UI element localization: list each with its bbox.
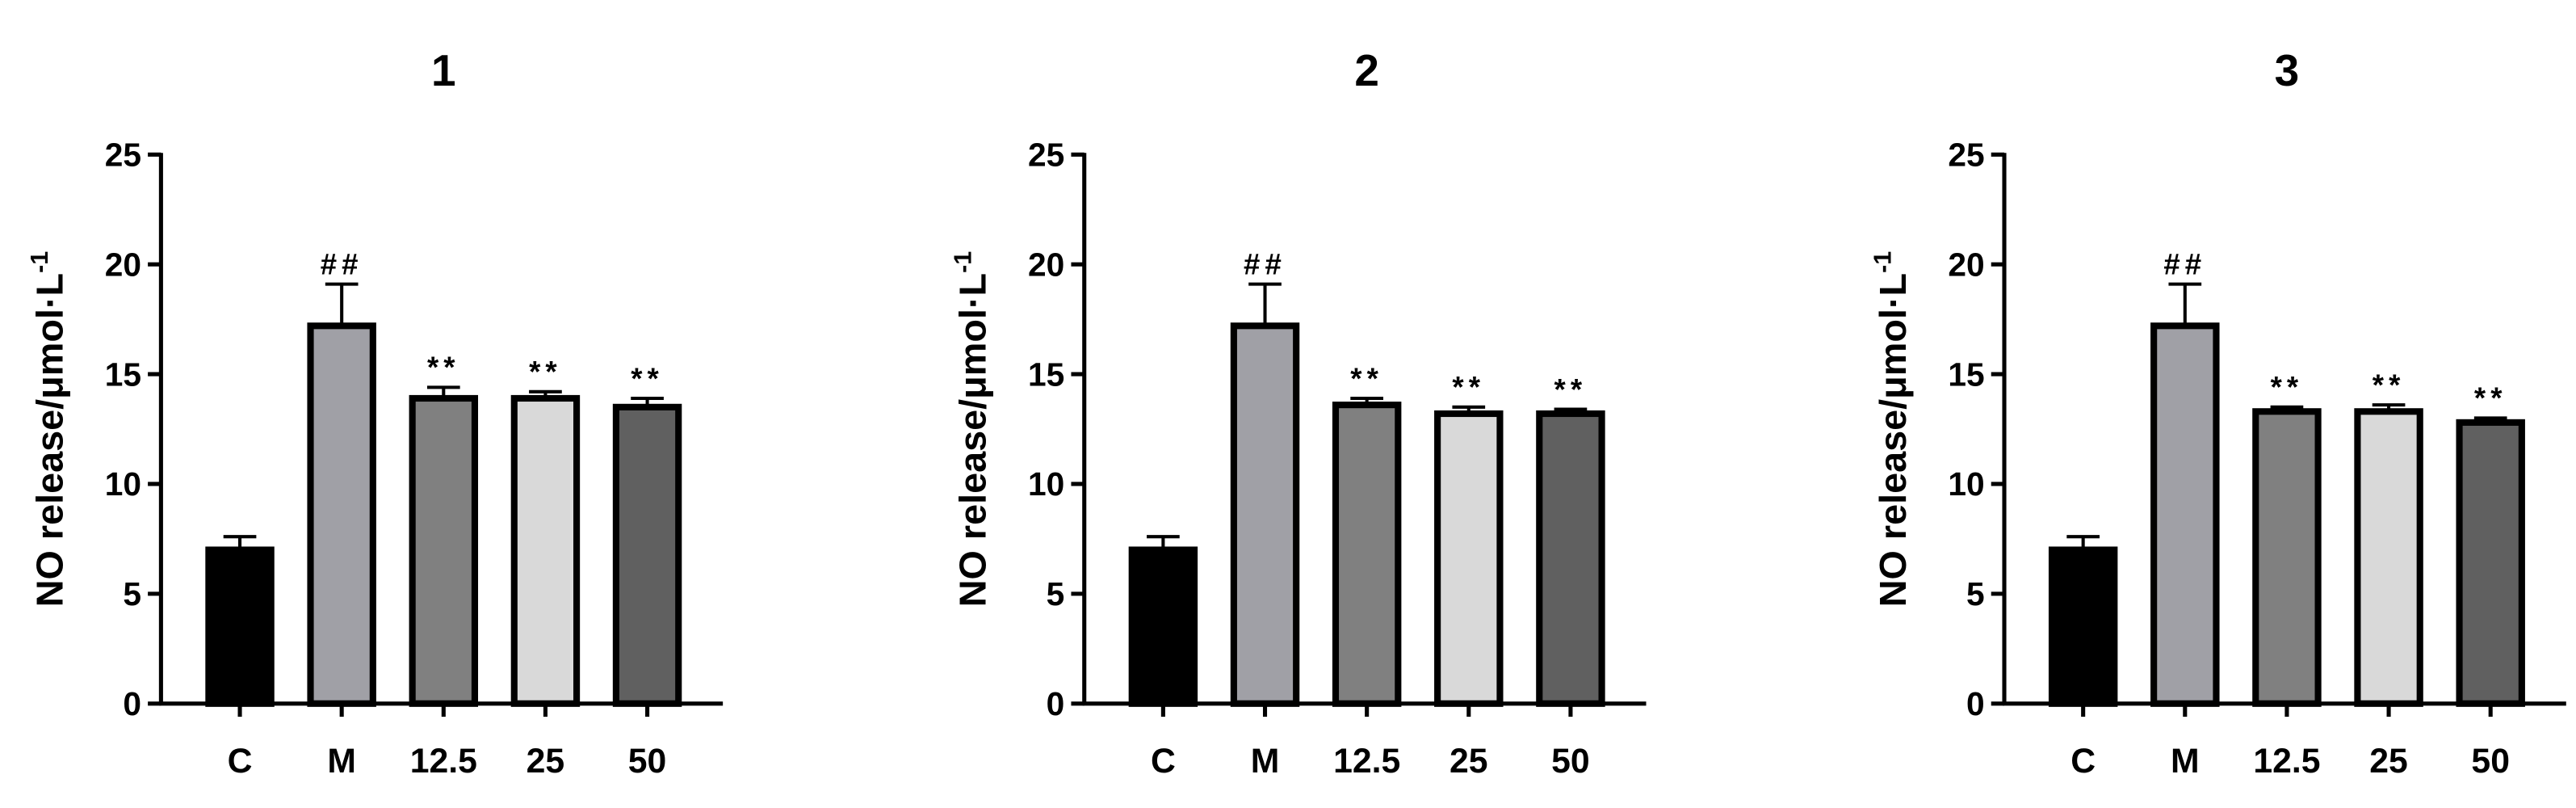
bar: [1128, 546, 1198, 707]
significance-mark: **: [1350, 362, 1383, 395]
chart-panel: 3 NO release/μmol·L-1 0 5 10 15 20 25 C M ## 12.5 **…: [1869, 45, 2566, 781]
y-tick-label: 5: [1966, 575, 1985, 612]
x-tick-label: C: [2070, 742, 2096, 781]
y-axis-label: NO release/μmol·L-1: [949, 251, 993, 608]
bar: [612, 403, 682, 707]
x-tick-label: 50: [628, 742, 667, 781]
significance-mark: **: [427, 351, 460, 384]
significance-mark: ##: [1244, 247, 1286, 280]
y-tick-label: 20: [1028, 246, 1064, 283]
y-tick-label: 0: [123, 685, 141, 722]
chart-title: 3: [2275, 45, 2300, 95]
x-tick-label: M: [2171, 742, 2200, 781]
y-tick-label: 0: [1966, 685, 1985, 722]
x-tick-label: C: [228, 742, 253, 781]
x-tick-label: 12.5: [2253, 742, 2320, 781]
y-tick-label: 15: [1028, 356, 1064, 393]
y-axis-label: NO release/μmol·L-1: [26, 251, 70, 608]
bar: [307, 322, 376, 707]
x-tick-label: 12.5: [410, 742, 477, 781]
y-tick-label: 20: [1948, 246, 1984, 283]
bar: [2456, 419, 2525, 707]
bar: [1536, 410, 1605, 707]
bar: [1332, 402, 1402, 707]
significance-mark: ##: [321, 247, 363, 280]
x-tick-label: C: [1151, 742, 1176, 781]
significance-mark: **: [2373, 368, 2406, 402]
x-tick-label: 25: [1450, 742, 1488, 781]
x-tick-label: M: [327, 742, 356, 781]
bar: [2252, 408, 2322, 707]
bar: [409, 394, 479, 707]
bar: [1434, 410, 1504, 707]
y-axis-label-text: NO release/μmol·L: [952, 273, 994, 607]
bar: [2150, 322, 2220, 707]
y-tick-label: 5: [1047, 575, 1065, 612]
y-tick-label: 10: [1028, 465, 1064, 503]
x-tick-label: 12.5: [1333, 742, 1400, 781]
significance-mark: ##: [2163, 247, 2206, 280]
y-axis-label-text: NO release/μmol·L: [28, 273, 70, 607]
chart-panel: 1 NO release/μmol·L-1 0 5 10 15 20 25 C M ## 12.5 **…: [26, 45, 724, 781]
y-axis-label-sup: -1: [26, 251, 53, 273]
x-tick-label: M: [1251, 742, 1280, 781]
bar: [2048, 546, 2118, 707]
bar: [1230, 322, 1300, 707]
significance-mark: **: [2474, 381, 2507, 415]
bar: [2354, 408, 2423, 707]
y-tick-label: 25: [1948, 137, 1984, 174]
significance-mark: **: [529, 356, 562, 389]
y-tick-label: 10: [1948, 465, 1984, 503]
y-tick-label: 25: [105, 137, 141, 174]
bar: [205, 546, 275, 707]
significance-mark: **: [631, 362, 664, 395]
y-tick-label: 5: [123, 575, 141, 612]
y-tick-label: 10: [105, 465, 141, 503]
y-tick-label: 15: [1948, 356, 1984, 393]
y-axis-label: NO release/μmol·L-1: [1869, 251, 1914, 608]
x-tick-label: 50: [1551, 742, 1590, 781]
x-tick-label: 25: [527, 742, 565, 781]
significance-mark: **: [2271, 371, 2304, 404]
y-axis-label-text: NO release/μmol·L: [1872, 273, 1914, 607]
y-tick-label: 15: [105, 356, 141, 393]
bar: [510, 394, 581, 707]
x-tick-label: 25: [2369, 742, 2408, 781]
significance-mark: **: [1554, 372, 1588, 406]
chart-title: 2: [1354, 45, 1379, 95]
y-tick-label: 25: [1028, 137, 1064, 174]
x-tick-label: 50: [2471, 742, 2510, 781]
y-axis-label-sup: -1: [949, 251, 976, 273]
y-tick-label: 20: [105, 246, 141, 283]
significance-mark: **: [1452, 371, 1485, 404]
chart-panel: 2 NO release/μmol·L-1 0 5 10 15 20 25 C M ## 12.5 **…: [949, 45, 1647, 781]
y-axis-label-sup: -1: [1869, 251, 1897, 273]
y-tick-label: 0: [1047, 685, 1065, 722]
chart-title: 1: [431, 45, 456, 95]
